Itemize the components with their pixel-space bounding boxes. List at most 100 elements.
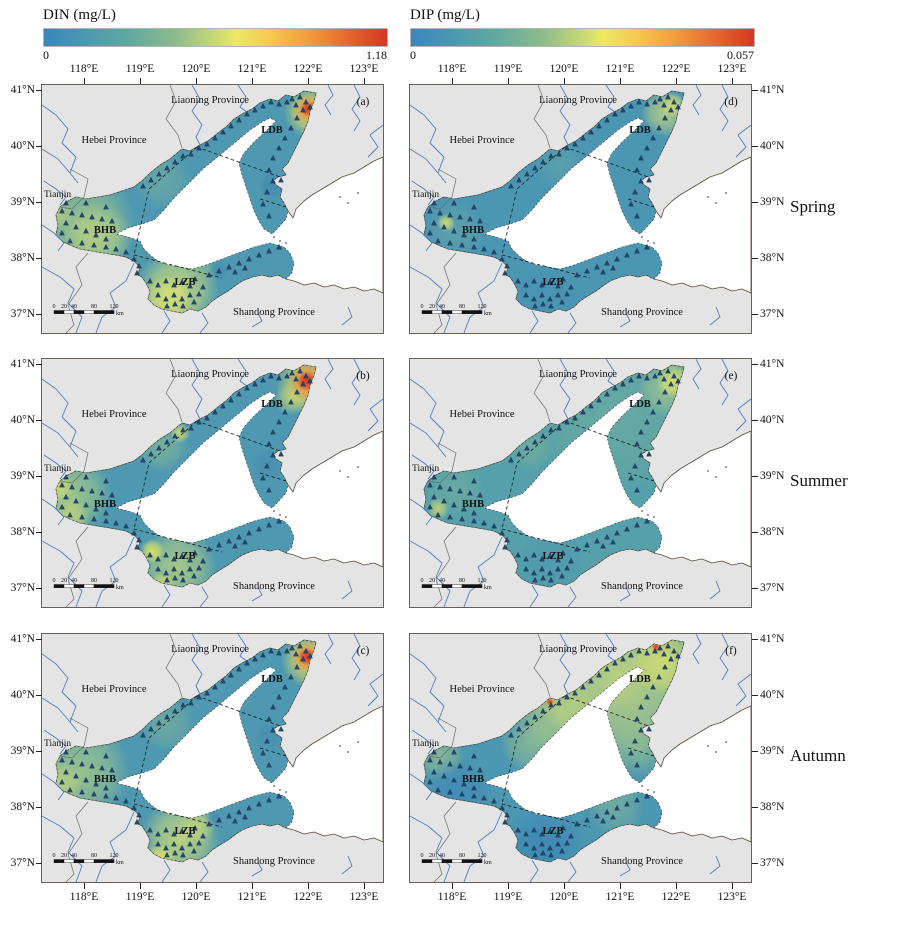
- station-marker: [83, 776, 89, 783]
- station-marker: [180, 701, 186, 708]
- station-marker: [59, 778, 65, 785]
- station-marker: [461, 505, 467, 512]
- station-marker: [171, 840, 177, 847]
- river: [341, 306, 353, 326]
- map-panel-f: Liaoning Province Hebei Province Tianjin Sh…: [409, 633, 752, 883]
- river: [410, 266, 451, 333]
- station-marker: [604, 808, 610, 815]
- station-marker: [584, 267, 590, 274]
- station-marker: [99, 215, 105, 222]
- station-marker: [548, 701, 554, 708]
- bay-divider-line: [196, 146, 281, 178]
- station-marker: [134, 269, 140, 276]
- station-marker: [179, 295, 185, 302]
- label-hebei-province: Hebei Province: [81, 409, 146, 420]
- station-marker: [656, 124, 662, 131]
- tick-mark: [752, 476, 758, 477]
- station-marker: [596, 122, 602, 129]
- river: [410, 540, 451, 607]
- concentration-spot: [427, 498, 449, 520]
- station-marker: [63, 768, 69, 775]
- station-marker: [155, 840, 161, 847]
- tick-mark: [508, 78, 509, 84]
- station-marker: [588, 677, 594, 684]
- station-marker: [99, 764, 105, 771]
- station-marker: [236, 116, 242, 123]
- river: [251, 861, 263, 877]
- station-marker: [256, 525, 262, 532]
- station-marker: [196, 839, 202, 846]
- station-marker: [179, 827, 185, 834]
- scale-bar-tick: 20: [429, 304, 435, 310]
- station-marker: [504, 811, 510, 818]
- station-marker: [163, 295, 169, 302]
- station-marker: [662, 114, 668, 121]
- bay-divider-line: [259, 747, 287, 757]
- label-lzb: LZB: [174, 277, 195, 288]
- station-marker: [140, 731, 146, 738]
- station-marker: [268, 98, 274, 105]
- x-tick-label: 119°E: [493, 891, 523, 903]
- station-marker: [634, 486, 640, 493]
- station-marker: [620, 380, 626, 387]
- station-marker: [596, 671, 602, 678]
- panel-letter: (e): [725, 370, 738, 382]
- station-marker: [548, 576, 554, 583]
- island: [725, 741, 727, 743]
- station-marker: [504, 262, 510, 269]
- station-marker: [657, 95, 663, 102]
- river: [619, 312, 631, 328]
- station-marker: [427, 503, 433, 510]
- station-marker: [303, 647, 309, 654]
- station-marker: [266, 521, 272, 528]
- station-marker: [266, 486, 272, 493]
- tick-mark: [752, 146, 758, 147]
- station-marker: [187, 840, 193, 847]
- station-marker: [451, 501, 457, 508]
- x-tick-label: 121°E: [237, 891, 267, 903]
- station-marker: [103, 784, 109, 791]
- station-marker: [634, 440, 640, 447]
- station-marker: [516, 176, 522, 183]
- station-marker: [79, 211, 85, 218]
- label-hebei-province: Hebei Province: [81, 135, 146, 146]
- station-marker: [646, 450, 652, 457]
- station-marker: [266, 440, 272, 447]
- scale-bar-tick: 120: [478, 853, 487, 859]
- station-marker: [632, 188, 638, 195]
- station-marker: [103, 752, 109, 759]
- station-marker: [79, 239, 85, 246]
- island: [285, 516, 287, 518]
- bay-divider-line: [259, 198, 287, 208]
- y-tick-label: 40°N: [760, 140, 785, 152]
- station-marker: [79, 513, 85, 520]
- station-marker: [220, 128, 226, 135]
- station-marker: [196, 144, 202, 151]
- y-tick-label: 38°N: [10, 801, 35, 813]
- station-marker: [652, 98, 658, 105]
- y-tick-label: 39°N: [760, 470, 785, 482]
- tick-mark: [752, 807, 758, 808]
- tick-mark: [36, 863, 42, 864]
- station-marker: [147, 551, 153, 558]
- station-marker: [539, 281, 545, 288]
- river: [42, 266, 83, 333]
- station-marker: [427, 756, 433, 763]
- station-marker: [668, 380, 674, 387]
- station-marker: [109, 766, 115, 773]
- y-tick-label: 38°N: [760, 801, 785, 813]
- season-label-0: Spring: [790, 197, 836, 216]
- scale-bar-tick: 0: [421, 853, 424, 859]
- station-marker: [228, 122, 234, 129]
- scale-bar-tick: 120: [110, 853, 119, 859]
- scale-bar-unit: km: [484, 585, 492, 591]
- station-marker: [266, 796, 272, 803]
- province-border: [433, 252, 457, 333]
- station-marker: [524, 719, 530, 726]
- station-marker: [294, 388, 300, 395]
- station-marker: [236, 665, 242, 672]
- station-marker: [555, 282, 561, 289]
- tick-mark: [252, 78, 253, 84]
- station-marker: [471, 243, 477, 250]
